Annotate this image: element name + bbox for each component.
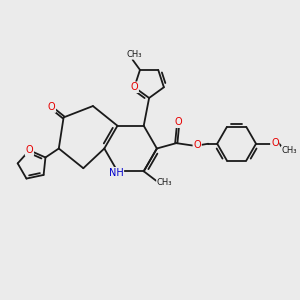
Text: O: O bbox=[175, 117, 182, 127]
Text: O: O bbox=[130, 82, 138, 92]
Text: CH₃: CH₃ bbox=[282, 146, 297, 155]
Text: O: O bbox=[26, 145, 33, 155]
Text: O: O bbox=[271, 138, 279, 148]
Text: CH₃: CH₃ bbox=[157, 178, 172, 187]
Text: O: O bbox=[48, 102, 55, 112]
Text: CH₃: CH₃ bbox=[126, 50, 142, 59]
Text: O: O bbox=[194, 140, 201, 150]
Text: NH: NH bbox=[109, 168, 123, 178]
